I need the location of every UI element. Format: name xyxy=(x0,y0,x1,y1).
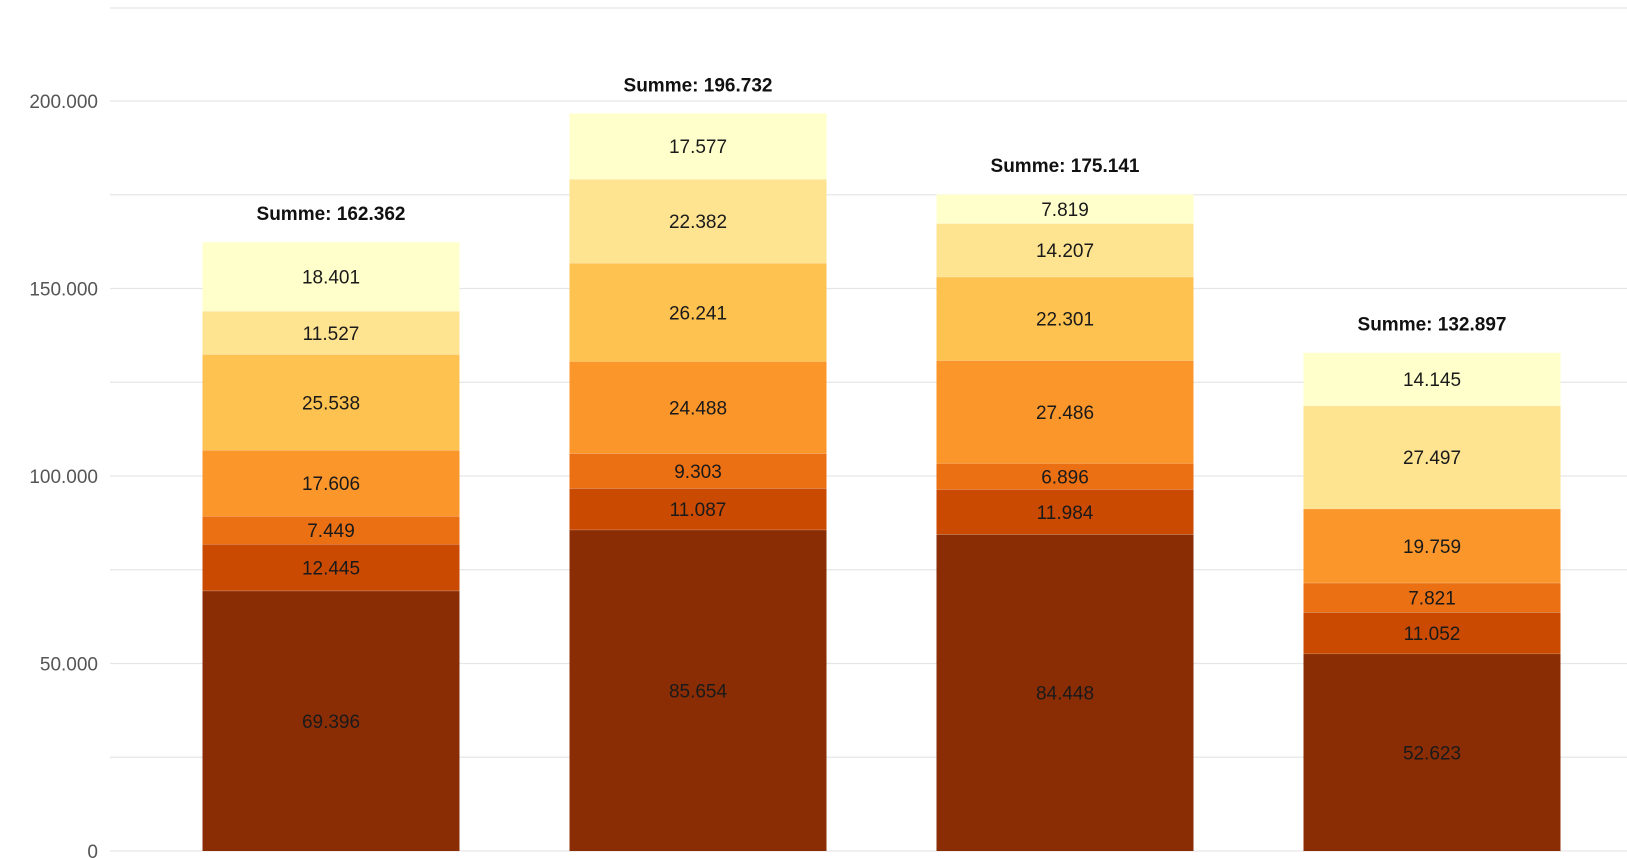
segment-value-label: 11.087 xyxy=(670,500,727,521)
bar-segment xyxy=(1303,612,1561,654)
bar-segment xyxy=(202,516,460,545)
y-axis: 0 50.000 100.000 150.000 200.000 xyxy=(29,92,98,858)
bar-segment xyxy=(936,489,1194,535)
segment-value-label: 24.488 xyxy=(669,398,727,419)
bar-segment xyxy=(202,450,460,517)
bar-segment xyxy=(202,242,460,312)
segment-value-label: 25.538 xyxy=(302,393,360,414)
segment-value-label: 85.654 xyxy=(669,681,728,702)
bar-segment xyxy=(202,311,460,355)
bar-segment xyxy=(1303,582,1561,613)
bar-segment xyxy=(936,360,1194,464)
y-tick-label: 50.000 xyxy=(40,655,98,676)
bar-segment xyxy=(1303,352,1561,406)
segment-value-label: 7.821 xyxy=(1408,589,1456,610)
bar-segment xyxy=(202,544,460,591)
y-tick-label: 0 xyxy=(87,842,98,858)
bar-segment xyxy=(1303,508,1561,583)
bar-segment xyxy=(202,590,460,851)
segment-value-label: 84.448 xyxy=(1036,684,1094,705)
segment-value-label: 26.241 xyxy=(669,303,727,324)
bar-segment xyxy=(569,529,827,851)
bar-segment xyxy=(569,263,827,362)
bar-segment xyxy=(569,113,827,180)
bar-segment xyxy=(936,276,1194,361)
bar-segment xyxy=(569,179,827,264)
segment-value-label: 12.445 xyxy=(302,558,360,579)
segment-value-label: 7.819 xyxy=(1041,200,1089,221)
segment-value-label: 52.623 xyxy=(1403,743,1461,764)
segment-value-label: 22.301 xyxy=(1036,310,1094,331)
sum-label: Summe: 196.732 xyxy=(624,75,773,96)
segment-value-label: 27.497 xyxy=(1403,448,1461,469)
y-tick-label: 100.000 xyxy=(29,467,98,488)
segment-value-label: 11.984 xyxy=(1037,503,1094,524)
segment-value-label: 7.449 xyxy=(307,521,355,542)
segment-labels: 69.396 12.445 7.449 17.606 25.538 11.527 18.40… xyxy=(302,137,1461,764)
bar-segment xyxy=(569,361,827,454)
sum-label: Summe: 175.141 xyxy=(991,156,1140,177)
segment-value-label: 9.303 xyxy=(674,462,722,483)
bar-segment xyxy=(1303,405,1561,509)
segment-value-label: 19.759 xyxy=(1403,537,1461,558)
bar-segment xyxy=(936,194,1194,224)
segment-value-label: 11.527 xyxy=(303,324,360,345)
bar-segment xyxy=(936,534,1194,851)
segment-value-label: 17.606 xyxy=(302,474,360,495)
bar-segment xyxy=(936,223,1194,277)
segment-value-label: 6.896 xyxy=(1041,467,1089,488)
sum-label: Summe: 132.897 xyxy=(1358,315,1507,336)
segment-value-label: 17.577 xyxy=(669,137,727,158)
y-tick-label: 200.000 xyxy=(29,92,98,113)
segment-value-label: 69.396 xyxy=(302,712,360,733)
segment-value-label: 11.052 xyxy=(1404,624,1461,645)
bar-segment xyxy=(936,463,1194,490)
bar-segment xyxy=(569,488,827,530)
segment-value-label: 14.145 xyxy=(1403,370,1461,391)
segment-value-label: 22.382 xyxy=(669,212,727,233)
y-tick-label: 150.000 xyxy=(29,280,98,301)
bar-segment xyxy=(202,354,460,451)
sum-labels: Summe: 162.362 Summe: 196.732 Summe: 175.1… xyxy=(257,75,1507,335)
bars xyxy=(202,112,1561,851)
segment-value-label: 27.486 xyxy=(1036,403,1094,424)
bar-segment xyxy=(569,453,827,489)
segment-value-label: 18.401 xyxy=(302,268,360,289)
sum-label: Summe: 162.362 xyxy=(257,204,406,225)
bar-segment xyxy=(1303,653,1561,851)
segment-value-label: 14.207 xyxy=(1036,241,1094,262)
